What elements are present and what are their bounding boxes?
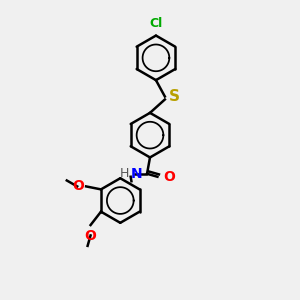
- Text: O: O: [85, 229, 97, 243]
- Text: Cl: Cl: [149, 17, 163, 30]
- Text: N: N: [131, 167, 142, 181]
- Text: O: O: [73, 179, 84, 194]
- Text: H: H: [120, 167, 129, 180]
- Text: O: O: [163, 170, 175, 184]
- Text: S: S: [168, 89, 179, 104]
